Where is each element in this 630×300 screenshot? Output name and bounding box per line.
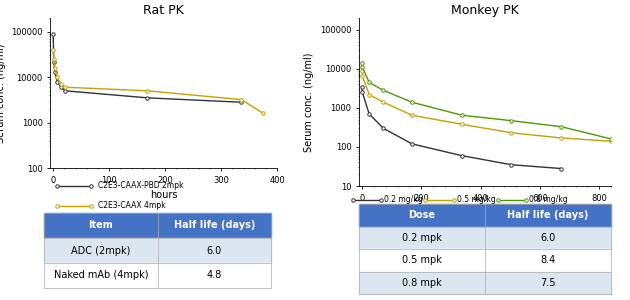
- Bar: [44, 238, 158, 263]
- Bar: [158, 238, 271, 263]
- Text: ADC (2mpk): ADC (2mpk): [71, 245, 130, 256]
- Text: 7.5: 7.5: [541, 278, 556, 288]
- Text: 0.8 mpk: 0.8 mpk: [402, 278, 442, 288]
- Title: Rat PK: Rat PK: [144, 4, 184, 17]
- Bar: [44, 213, 158, 238]
- X-axis label: hours: hours: [471, 208, 499, 218]
- Text: 0.2 mg/kg: 0.2 mg/kg: [384, 195, 423, 204]
- Text: 0.2 mpk: 0.2 mpk: [402, 233, 442, 243]
- Text: Half life (days): Half life (days): [507, 210, 589, 220]
- Bar: [359, 272, 485, 294]
- Bar: [158, 213, 271, 238]
- Bar: [485, 272, 611, 294]
- Bar: [485, 226, 611, 249]
- Text: 0.5 mpk: 0.5 mpk: [402, 255, 442, 265]
- Text: 6.0: 6.0: [541, 233, 556, 243]
- Text: 4.8: 4.8: [207, 271, 222, 281]
- Text: Dose: Dose: [409, 210, 435, 220]
- Text: Half life (days): Half life (days): [173, 220, 255, 230]
- Text: C2E3-CAAX 4mpk: C2E3-CAAX 4mpk: [98, 201, 165, 210]
- Bar: [359, 226, 485, 249]
- Text: 0.5 mg/kg: 0.5 mg/kg: [457, 195, 496, 204]
- X-axis label: hours: hours: [150, 190, 178, 200]
- Bar: [359, 204, 485, 226]
- Bar: [485, 249, 611, 272]
- Text: C2E3-CAAX-PBD 2mpk: C2E3-CAAX-PBD 2mpk: [98, 182, 183, 190]
- Title: Monkey PK: Monkey PK: [451, 4, 519, 17]
- Bar: [359, 249, 485, 272]
- Text: Item: Item: [88, 220, 113, 230]
- Y-axis label: Serum conc. (ng/ml): Serum conc. (ng/ml): [304, 52, 314, 152]
- Y-axis label: Serum conc. (ng/ml): Serum conc. (ng/ml): [0, 43, 6, 143]
- Text: 6.0: 6.0: [207, 245, 222, 256]
- Bar: [44, 263, 158, 288]
- Bar: [158, 263, 271, 288]
- Text: 0.8 mg/kg: 0.8 mg/kg: [529, 195, 568, 204]
- Bar: [485, 204, 611, 226]
- Text: 8.4: 8.4: [541, 255, 556, 265]
- Text: Naked mAb (4mpk): Naked mAb (4mpk): [54, 271, 148, 281]
